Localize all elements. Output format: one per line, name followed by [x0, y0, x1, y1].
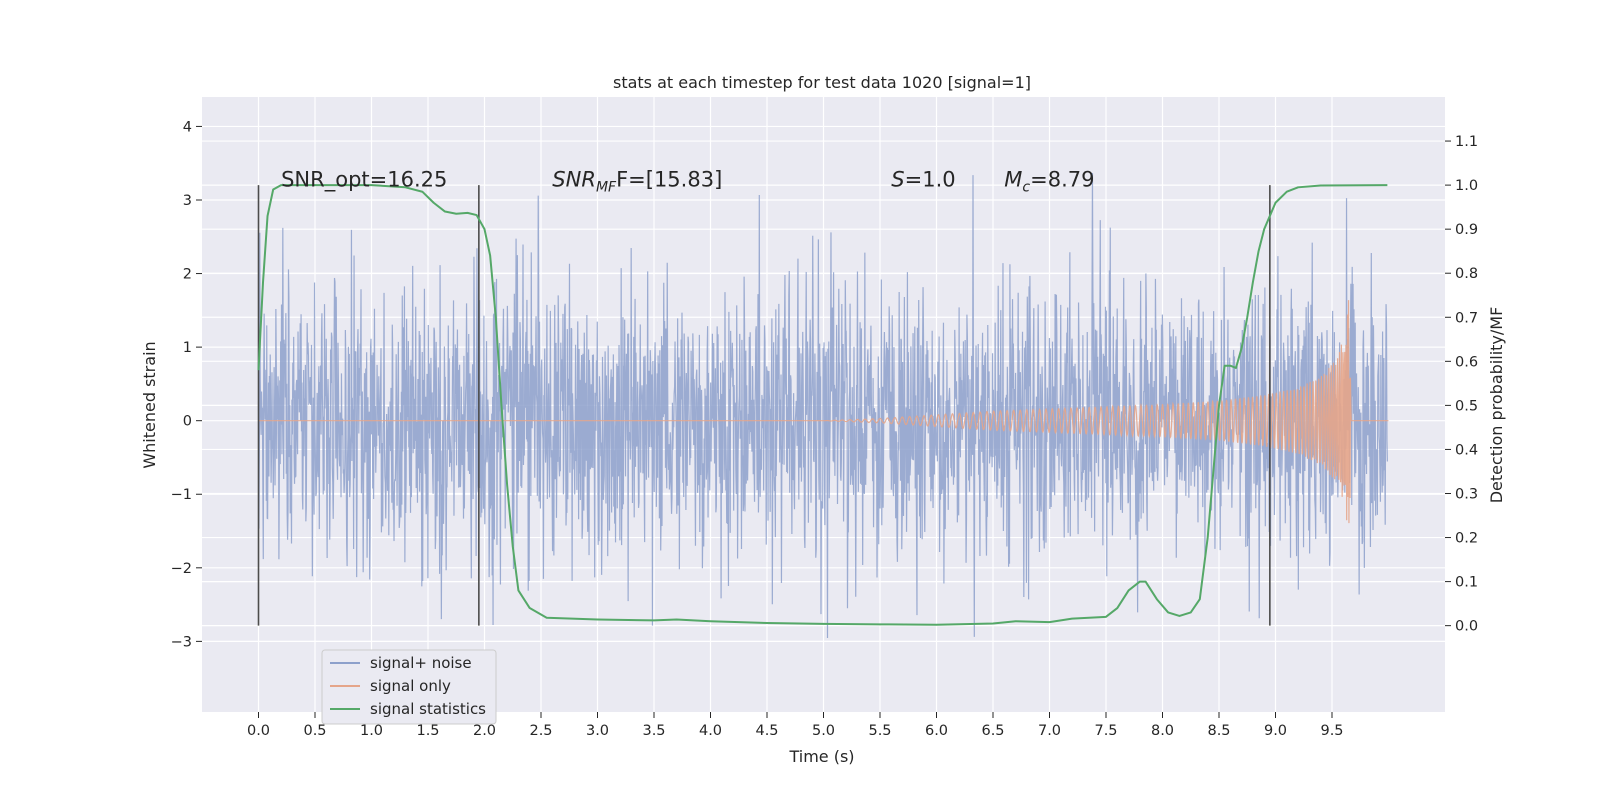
signal-statistics-line [257, 184, 1388, 626]
annotation-s: S=1.0 [891, 168, 955, 192]
y-tick-label: 3 [183, 193, 192, 209]
annotation-snr_mf-main: SNR [552, 168, 596, 192]
annotation-mc-sub: c [1022, 180, 1030, 196]
vertical-markers [257, 185, 1271, 626]
x-axis-label: Time (s) [788, 747, 854, 766]
y-axis-left-ticks: 4 3 2 1 0 −1 −2 −3 [171, 119, 202, 650]
legend-box [321, 649, 497, 725]
y2-tick-label: 1.1 [1455, 134, 1478, 150]
y2-tick-label: 1.0 [1455, 178, 1478, 194]
x-tick-label: 9.5 [1320, 723, 1343, 739]
x-tick-label: 8.0 [1151, 723, 1174, 739]
x-tick-label: 3.5 [642, 723, 665, 739]
y2-tick-label: 0.1 [1455, 575, 1478, 591]
x-tick-label: 6.5 [981, 723, 1004, 739]
x-tick-label: 3.0 [586, 723, 609, 739]
series-signal-only [258, 300, 1389, 524]
x-tick-label: 9.0 [1264, 723, 1287, 739]
x-tick-label: 6.0 [925, 723, 948, 739]
annotation-s-main: S [891, 168, 904, 192]
signal-noise-line [257, 172, 1388, 638]
y2-tick-label: 0.7 [1455, 310, 1478, 326]
y-tick-label: −3 [171, 634, 192, 650]
annotation-mc: Mc=8.79 [1004, 168, 1094, 196]
y2-tick-label: 0.3 [1455, 486, 1478, 502]
x-tick-label: 4.5 [755, 723, 778, 739]
x-tick-label: 2.5 [529, 723, 552, 739]
x-tick-label: 5.0 [812, 723, 835, 739]
annotation-snr_opt: SNR_opt=16.25 [281, 168, 447, 193]
x-tick-label: 0.5 [303, 723, 326, 739]
y2-tick-label: 0.0 [1455, 619, 1478, 635]
x-tick-label: 2.0 [473, 723, 496, 739]
y-tick-label: 1 [183, 340, 192, 356]
x-tick-label: 5.5 [868, 723, 891, 739]
y2-tick-label: 0.8 [1455, 266, 1478, 282]
y2-axis-label: Detection probability/MF [1487, 307, 1506, 504]
annotation-mc-main: M [1004, 168, 1022, 192]
y2-tick-label: 0.5 [1455, 398, 1478, 414]
annotation-mc-rest: =8.79 [1030, 168, 1094, 192]
x-tick-label: 8.5 [1207, 723, 1230, 739]
series-signal-statistics [257, 184, 1388, 626]
x-tick-label: 1.5 [416, 723, 439, 739]
y2-tick-label: 0.4 [1455, 442, 1478, 458]
legend-label-signal-statistics: signal statistics [370, 700, 486, 718]
annotation-s-rest: =1.0 [905, 168, 956, 192]
y-tick-label: 2 [183, 267, 192, 283]
x-tick-label: 7.0 [1038, 723, 1061, 739]
x-tick-label: 7.5 [1094, 723, 1117, 739]
legend: signal+ noise signal only signal statist… [321, 649, 497, 725]
x-axis-ticks: 0.0 0.5 1.0 1.5 2.0 2.5 3.0 3.5 4.0 4.5 5.0 5.5 6.0 6… [247, 712, 1344, 739]
y-tick-label: −1 [171, 487, 192, 503]
annotation-snr_mf-rest: F=[15.83] [616, 168, 722, 192]
chart-title: stats at each timestep for test data 102… [613, 73, 1031, 92]
signal-only-line [258, 300, 1389, 524]
y2-tick-label: 0.2 [1455, 531, 1478, 547]
legend-label-signal-only: signal only [370, 677, 451, 695]
annotations: SNR_opt=16.25 SNRMFF=[15.83] S=1.0 Mc=8.79 [281, 168, 1094, 196]
y-tick-label: 4 [183, 119, 192, 135]
y-tick-label: 0 [183, 414, 192, 430]
y2-tick-label: 0.9 [1455, 222, 1478, 238]
y-axis-right-ticks: 1.1 1.0 0.9 0.8 0.7 0.6 0.5 0.4 0.3 0.2 0.1 0.0 [1445, 134, 1478, 635]
y2-tick-label: 0.6 [1455, 354, 1478, 370]
x-tick-label: 0.0 [247, 723, 270, 739]
legend-label-signal-noise: signal+ noise [370, 654, 472, 672]
y-tick-label: −2 [171, 561, 192, 577]
annotation-snr_mf-sub: MF [596, 180, 617, 196]
series-signal-noise [257, 172, 1388, 638]
x-tick-label: 4.0 [699, 723, 722, 739]
annotation-snr_mf: SNRMFF=[15.83] [552, 168, 722, 196]
x-tick-label: 1.0 [360, 723, 383, 739]
y-axis-label: Whitened strain [140, 341, 159, 468]
